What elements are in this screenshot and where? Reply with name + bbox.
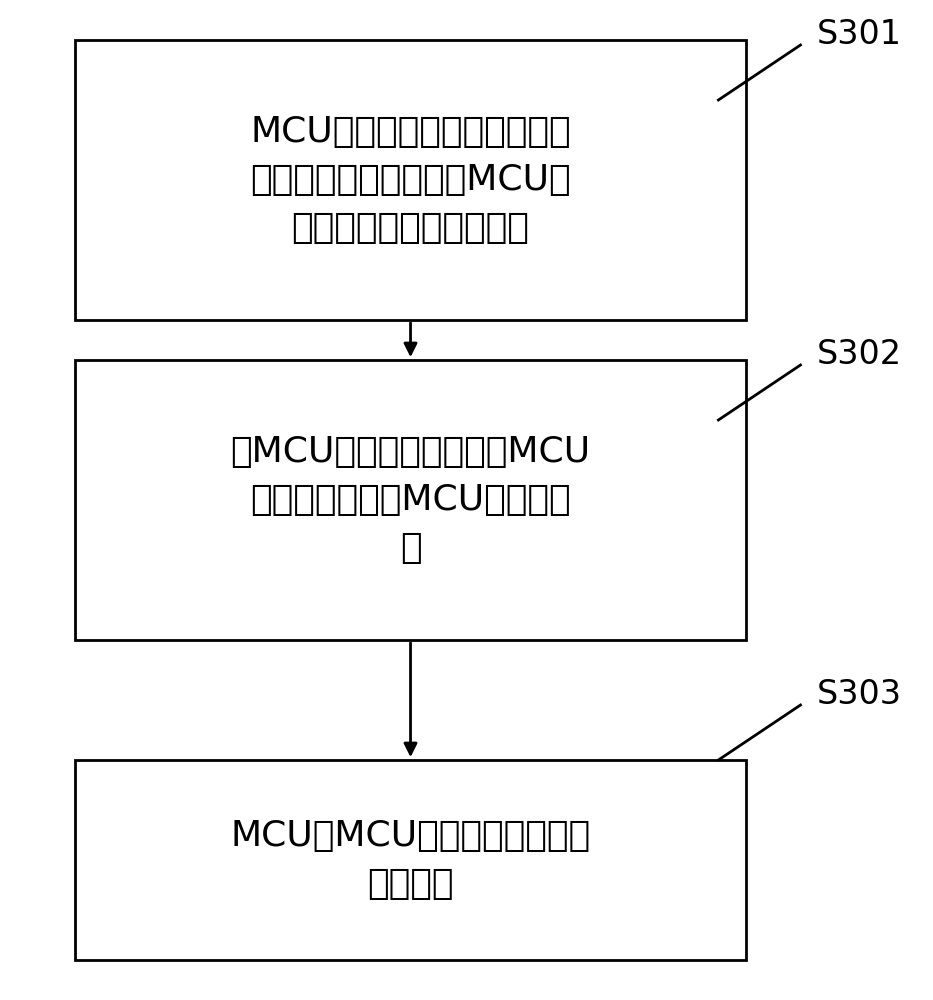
FancyBboxPatch shape: [75, 360, 746, 640]
Text: S301: S301: [816, 18, 901, 51]
Text: S303: S303: [816, 678, 901, 712]
Text: S302: S302: [816, 338, 901, 371]
FancyBboxPatch shape: [75, 40, 746, 320]
Text: 当MCU处于处理状态时，MCU
将升级数据写入MCU的存储空
间: 当MCU处于处理状态时，MCU 将升级数据写入MCU的存储空 间: [230, 436, 591, 564]
FancyBboxPatch shape: [75, 760, 746, 960]
Text: MCU接收主控端发送的预设字
节数的升级数据，并将MCU当
前的状态更改为处理状态: MCU接收主控端发送的预设字 节数的升级数据，并将MCU当 前的状态更改为处理状…: [250, 115, 571, 244]
Text: MCU将MCU当前的状态更改为
接收状态: MCU将MCU当前的状态更改为 接收状态: [230, 819, 591, 901]
